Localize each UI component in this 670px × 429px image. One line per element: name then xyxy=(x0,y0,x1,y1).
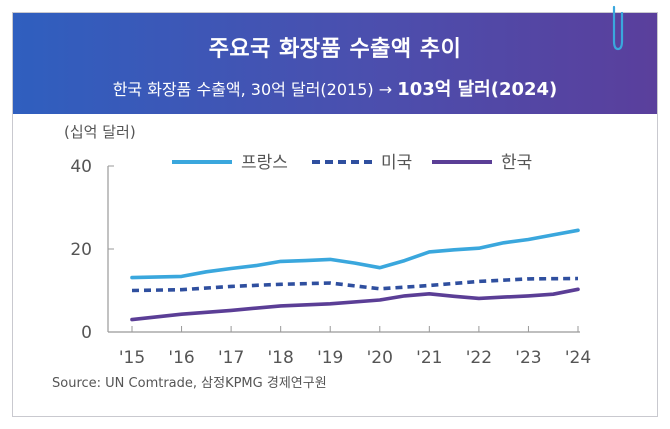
chart-legend: 프랑스 미국 한국 xyxy=(172,153,532,173)
chart-subtitle: 한국 화장품 수출액, 30억 달러(2015) → 103억 달러(2024) xyxy=(13,75,657,101)
x-tick-label: '23 xyxy=(515,348,541,368)
subtitle-highlight: 103억 달러(2024) xyxy=(397,79,558,100)
series-lines xyxy=(130,228,580,322)
x-tick-label: '17 xyxy=(218,348,244,368)
y-tick-label: 20 xyxy=(70,240,92,260)
x-tick-label: '15 xyxy=(119,348,145,368)
y-axis-label: (십억 달러) xyxy=(64,123,136,141)
x-tick-label: '22 xyxy=(466,348,492,368)
x-tick-label: '18 xyxy=(268,348,294,368)
legend-label-3: 한국 xyxy=(501,153,532,173)
x-tick-label: '24 xyxy=(565,348,591,368)
x-tick-label: '19 xyxy=(317,348,343,368)
chart-title: 주요국 화장품 수출액 추이 xyxy=(208,37,462,62)
y-tick-label: 0 xyxy=(81,323,92,343)
paperclip-icon xyxy=(611,5,625,53)
chart-card: 주요국 화장품 수출액 추이 한국 화장품 수출액, 30억 달러(2015) … xyxy=(12,5,658,417)
series-line-2 xyxy=(131,276,579,293)
subtitle-prefix: 한국 화장품 수출액, 30억 달러(2015) → xyxy=(112,80,398,99)
series-line-1 xyxy=(130,228,580,280)
source-note: Source: UN Comtrade, 삼정KPMG 경제연구원 xyxy=(52,376,327,391)
legend-label-1: 프랑스 xyxy=(241,153,288,173)
x-tick-label: '16 xyxy=(168,348,194,368)
y-tick-label: 40 xyxy=(70,157,92,177)
x-tick-label: '20 xyxy=(367,348,393,368)
y-ticks: 0 20 40 xyxy=(70,157,114,343)
chart-header: 주요국 화장품 수출액 추이 한국 화장품 수출액, 30억 달러(2015) … xyxy=(13,5,657,114)
x-tick-label: '21 xyxy=(416,348,442,368)
x-ticks: '15 '16 '17 '18 '19 '20 '21 '22 '23 '24 xyxy=(119,326,591,368)
series-line-3 xyxy=(130,287,580,322)
legend-label-2: 미국 xyxy=(381,153,412,173)
